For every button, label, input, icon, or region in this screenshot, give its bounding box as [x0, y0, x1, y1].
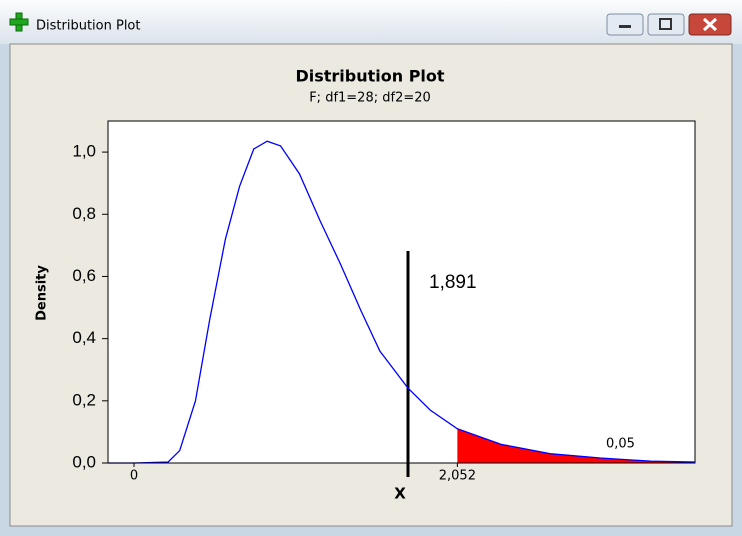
- y-tick-label: 0,4: [72, 328, 96, 347]
- maximize-icon: [659, 18, 672, 30]
- y-tick-label: 1,0: [72, 142, 96, 161]
- x-tick-label: 2,052: [439, 469, 476, 484]
- y-tick-label: 0,6: [72, 266, 96, 285]
- area-label: 0,05: [606, 437, 635, 452]
- app-icon: [9, 12, 29, 32]
- annotation: 1,891: [429, 272, 477, 293]
- close-icon: [702, 17, 718, 32]
- density-curve: [108, 140, 696, 464]
- chart-title: Distribution Plot: [295, 67, 444, 86]
- window-title: Distribution Plot: [36, 19, 140, 34]
- y-tick-label: 0,2: [72, 390, 96, 409]
- chart-subtitle: F; df1=28; df2=20: [309, 91, 431, 106]
- plot-area: [107, 120, 696, 464]
- y-tick-label: 0,0: [72, 452, 96, 471]
- x-axis-label: X: [394, 485, 406, 503]
- shaded-area: [457, 428, 695, 463]
- minimize-button[interactable]: [606, 13, 644, 36]
- minimize-icon: [619, 25, 631, 28]
- y-axis-label: Density: [35, 265, 50, 321]
- x-tick-label: 0: [130, 469, 138, 484]
- maximize-button[interactable]: [647, 13, 685, 36]
- y-tick-label: 0,8: [72, 204, 96, 223]
